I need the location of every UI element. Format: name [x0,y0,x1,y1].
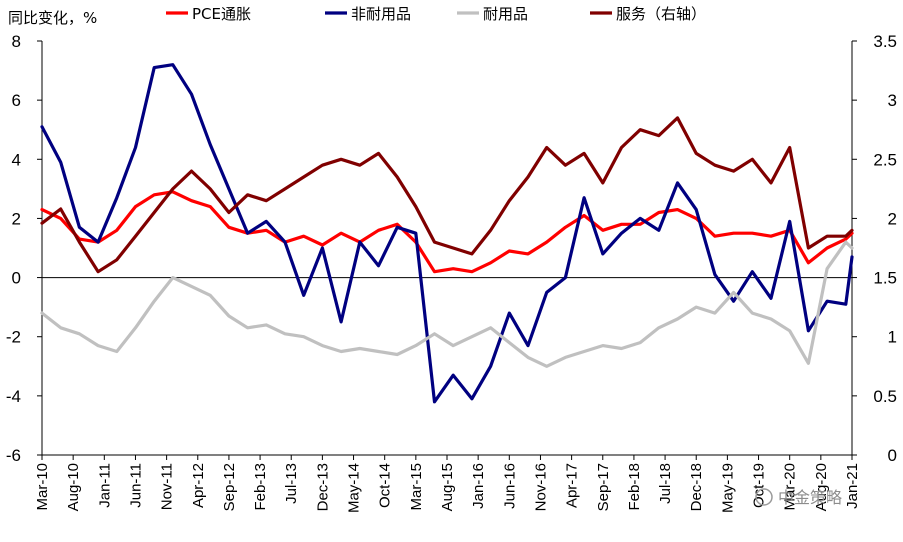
y-left-tick-label: -6 [6,446,21,465]
series-line-2 [40,240,854,368]
x-tick-label: Oct-19 [751,463,768,508]
y-left-tick-label: -2 [6,328,21,347]
watermark: 中金策略 [755,488,842,507]
y-right-tick-label: 0.5 [873,387,897,406]
legend-label-3: 服务（右轴） [616,5,706,23]
x-tick-label: Jan-11 [96,463,113,508]
y-left-tick-label: 0 [12,269,21,288]
x-tick-label: Dec-13 [314,463,331,511]
x-tick-label: Aug-10 [65,463,82,511]
y-left-tick-label: 6 [12,91,21,110]
y-right-tick-label: 3 [888,91,897,110]
x-tick-label: Sep-17 [595,463,612,511]
x-tick-label: Jun-11 [127,463,144,508]
y-left-axis-label: 同比变化，% [8,9,97,27]
y-left-tick-label: -4 [6,387,21,406]
y-left-tick-label: 4 [12,150,21,169]
x-tick-label: Aug-20 [813,463,830,511]
x-tick-label: Apr-17 [564,463,581,508]
x-tick-label: Nov-11 [159,463,176,510]
legend-label-0: PCE通胀 [192,5,251,23]
y-right-tick-label: 2.5 [873,150,897,169]
x-tick-label: Sep-12 [221,463,238,511]
y-left-tick-label: 8 [12,32,21,51]
x-tick-label: Mar-20 [782,463,799,511]
x-tick-label: Mar-10 [34,463,51,511]
x-tick-label: Oct-14 [377,463,394,508]
series-line-0 [40,190,854,274]
y-right-tick-label: 0 [888,446,897,465]
y-left-tick-label: 2 [12,209,21,228]
x-tick-label: May-19 [719,463,736,513]
x-tick-label: Apr-12 [190,463,207,508]
x-tick-label: Jan-16 [470,463,487,509]
plot-area: -6 -4 -2 0 2 4 6 8 0 0.5 1 1.5 2 2.5 3 3.5 Mar-10 Aug-10 J… [6,32,897,513]
legend: PCE通胀 非耐用品 耐用品 服务（右轴） [166,5,706,23]
watermark-text: 中金策略 [778,488,842,507]
x-tick-label: Jul-18 [657,463,674,504]
x-tick-label: May-14 [346,463,363,513]
series-line-1 [40,63,854,404]
legend-label-2: 耐用品 [483,5,528,23]
x-tick-label: Aug-15 [439,463,456,511]
y-right-tick-label: 3.5 [873,32,897,51]
x-tick-label: Jan-21 [844,463,861,509]
x-tick-label: Feb-13 [252,463,269,511]
x-tick-label: Feb-18 [626,463,643,511]
y-right-tick-label: 1.5 [873,269,897,288]
x-tick-label: Nov-16 [532,463,549,511]
y-right-tick-label: 1 [888,328,897,347]
series-line-3 [40,116,854,274]
wechat-icon [755,488,773,506]
x-tick-label: Jul-13 [283,463,300,504]
y-right-tick-label: 2 [888,209,897,228]
x-tick-label: Dec-18 [688,463,705,511]
x-tick-label: Mar-15 [408,463,425,511]
x-tick-label: Jun-16 [501,463,518,509]
legend-label-1: 非耐用品 [351,5,411,23]
